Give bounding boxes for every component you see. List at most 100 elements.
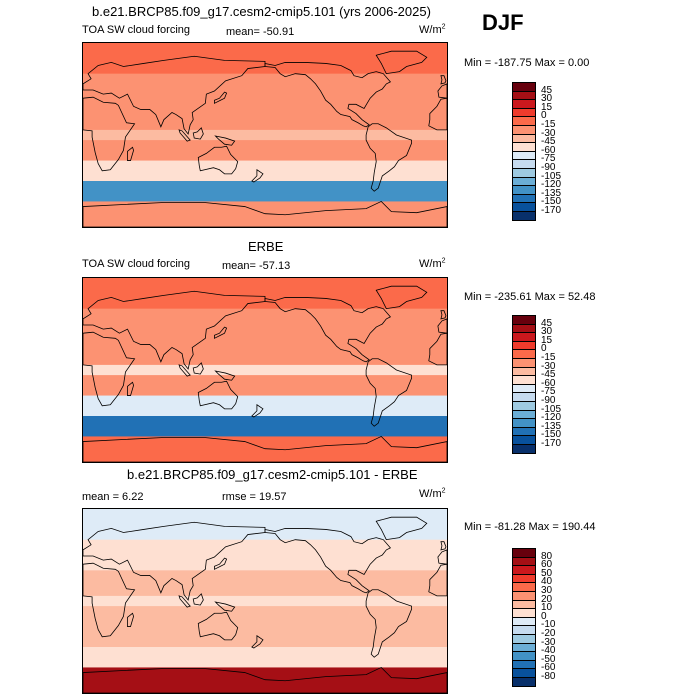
colorbar-label: -30 bbox=[541, 360, 556, 372]
lat-band-3 bbox=[83, 364, 447, 376]
coastline-10 bbox=[192, 362, 204, 375]
colorbar-label: 0 bbox=[541, 343, 547, 355]
coastline-10 bbox=[192, 593, 204, 606]
lat-band-2 bbox=[83, 339, 447, 366]
colorbar-label: 30 bbox=[541, 93, 553, 105]
colorbar-label: -30 bbox=[541, 127, 556, 139]
coastline-5 bbox=[365, 589, 413, 658]
lat-band-6 bbox=[83, 181, 447, 202]
panel2-units: W/m2 bbox=[419, 257, 446, 270]
lat-band-6 bbox=[83, 647, 447, 668]
coastline-8 bbox=[127, 381, 134, 396]
panel2-mean: mean= -57.13 bbox=[222, 260, 291, 272]
coastline-4 bbox=[264, 528, 392, 594]
lat-band-0 bbox=[83, 509, 447, 541]
coastline-11 bbox=[178, 364, 191, 377]
colorbar-label: 50 bbox=[541, 567, 553, 579]
colorbar-label: -135 bbox=[541, 420, 562, 432]
coastline-14 bbox=[440, 541, 447, 551]
panel1-minmax: Min = -187.75 Max = 0.00 bbox=[464, 57, 590, 69]
colorbar-label: -20 bbox=[541, 628, 556, 639]
colorbar-label: 10 bbox=[541, 602, 553, 614]
coastline-3 bbox=[437, 83, 447, 99]
panel1-mean: mean= -50.91 bbox=[226, 26, 295, 38]
colorbar-label: -15 bbox=[541, 119, 556, 130]
coastline-8 bbox=[127, 612, 134, 627]
colorbar-label: -80 bbox=[541, 671, 556, 682]
map-svg bbox=[83, 509, 447, 693]
lat-band-2 bbox=[83, 104, 447, 131]
panel1-map bbox=[82, 42, 448, 228]
colorbar-label: 20 bbox=[541, 593, 553, 605]
coastline-0 bbox=[83, 96, 136, 172]
colorbar-label: -30 bbox=[541, 636, 556, 648]
coastline-1 bbox=[428, 97, 447, 131]
panel3-map bbox=[82, 508, 448, 694]
coastline-13 bbox=[251, 404, 264, 418]
lat-band-3 bbox=[83, 129, 447, 141]
colorbar-label: -120 bbox=[541, 179, 562, 191]
colorbar-label: -170 bbox=[541, 438, 562, 449]
coastline-15 bbox=[83, 435, 447, 462]
panel1-units: W/m2 bbox=[419, 23, 446, 36]
coastline-8 bbox=[127, 146, 134, 161]
lat-band-1 bbox=[83, 308, 447, 340]
coastline-10 bbox=[192, 127, 204, 140]
lat-band-6 bbox=[83, 416, 447, 437]
panel2-title: ERBE bbox=[248, 239, 284, 254]
lat-band-1 bbox=[83, 539, 447, 571]
coastline-6 bbox=[375, 50, 428, 75]
coastline-9 bbox=[214, 557, 228, 570]
coastline-4 bbox=[264, 297, 392, 363]
colorbar-label: -45 bbox=[541, 136, 556, 148]
lat-band-2 bbox=[83, 570, 447, 597]
colorbar-label: -90 bbox=[541, 162, 556, 173]
colorbar-label: 30 bbox=[541, 585, 553, 596]
colorbar-label: -40 bbox=[541, 645, 556, 657]
coastline-15 bbox=[83, 666, 447, 693]
colorbar-label: 0 bbox=[541, 110, 547, 122]
coastline-15 bbox=[83, 200, 447, 227]
coastline-2 bbox=[83, 55, 266, 135]
lat-band-4 bbox=[83, 140, 447, 162]
colorbar-label: -60 bbox=[541, 144, 556, 156]
colorbar-label: -60 bbox=[541, 377, 556, 389]
panel3-minmax: Min = -81.28 Max = 190.44 bbox=[464, 521, 596, 533]
colorbar-label: 80 bbox=[541, 550, 553, 562]
lat-band-7 bbox=[83, 667, 447, 693]
panel3-mean: mean = 6.22 bbox=[82, 491, 144, 503]
panel2-minmax: Min = -235.61 Max = 52.48 bbox=[464, 291, 596, 303]
panel2-map bbox=[82, 277, 448, 463]
colorbar-box bbox=[512, 211, 536, 221]
lat-band-4 bbox=[83, 375, 447, 397]
panel3-title: b.e21.BRCP85.f09_g17.cesm2-cmip5.101 - E… bbox=[127, 467, 418, 482]
lat-band-3 bbox=[83, 595, 447, 607]
colorbar-label: -75 bbox=[541, 386, 556, 398]
colorbar-label: -15 bbox=[541, 352, 556, 363]
coastline-14 bbox=[440, 75, 447, 85]
coastline-0 bbox=[83, 331, 136, 407]
coastline-7 bbox=[197, 611, 239, 641]
colorbar-label: -120 bbox=[541, 412, 562, 424]
colorbar-label: -75 bbox=[541, 153, 556, 165]
colorbar-label: 45 bbox=[541, 84, 553, 96]
coastline-0 bbox=[83, 562, 136, 638]
coastline-2 bbox=[83, 521, 266, 601]
coastline-12 bbox=[214, 135, 236, 146]
colorbar-label: 30 bbox=[541, 326, 553, 338]
coastline-5 bbox=[365, 358, 413, 427]
colorbar-label: -45 bbox=[541, 369, 556, 381]
coastline-13 bbox=[251, 169, 264, 183]
panel1-title: b.e21.BRCP85.f09_g17.cesm2-cmip5.101 (yr… bbox=[92, 4, 431, 19]
coastline-6 bbox=[375, 285, 428, 310]
panel3-rmse: rmse = 19.57 bbox=[222, 491, 287, 503]
lat-band-4 bbox=[83, 606, 447, 628]
colorbar-label: -105 bbox=[541, 403, 562, 415]
lat-band-0 bbox=[83, 43, 447, 75]
coastline-2 bbox=[83, 290, 266, 370]
lat-band-1 bbox=[83, 73, 447, 105]
colorbar-label: 60 bbox=[541, 559, 553, 571]
colorbar-label: 15 bbox=[541, 101, 553, 113]
coastline-13 bbox=[251, 635, 264, 649]
lat-band-5 bbox=[83, 160, 447, 182]
